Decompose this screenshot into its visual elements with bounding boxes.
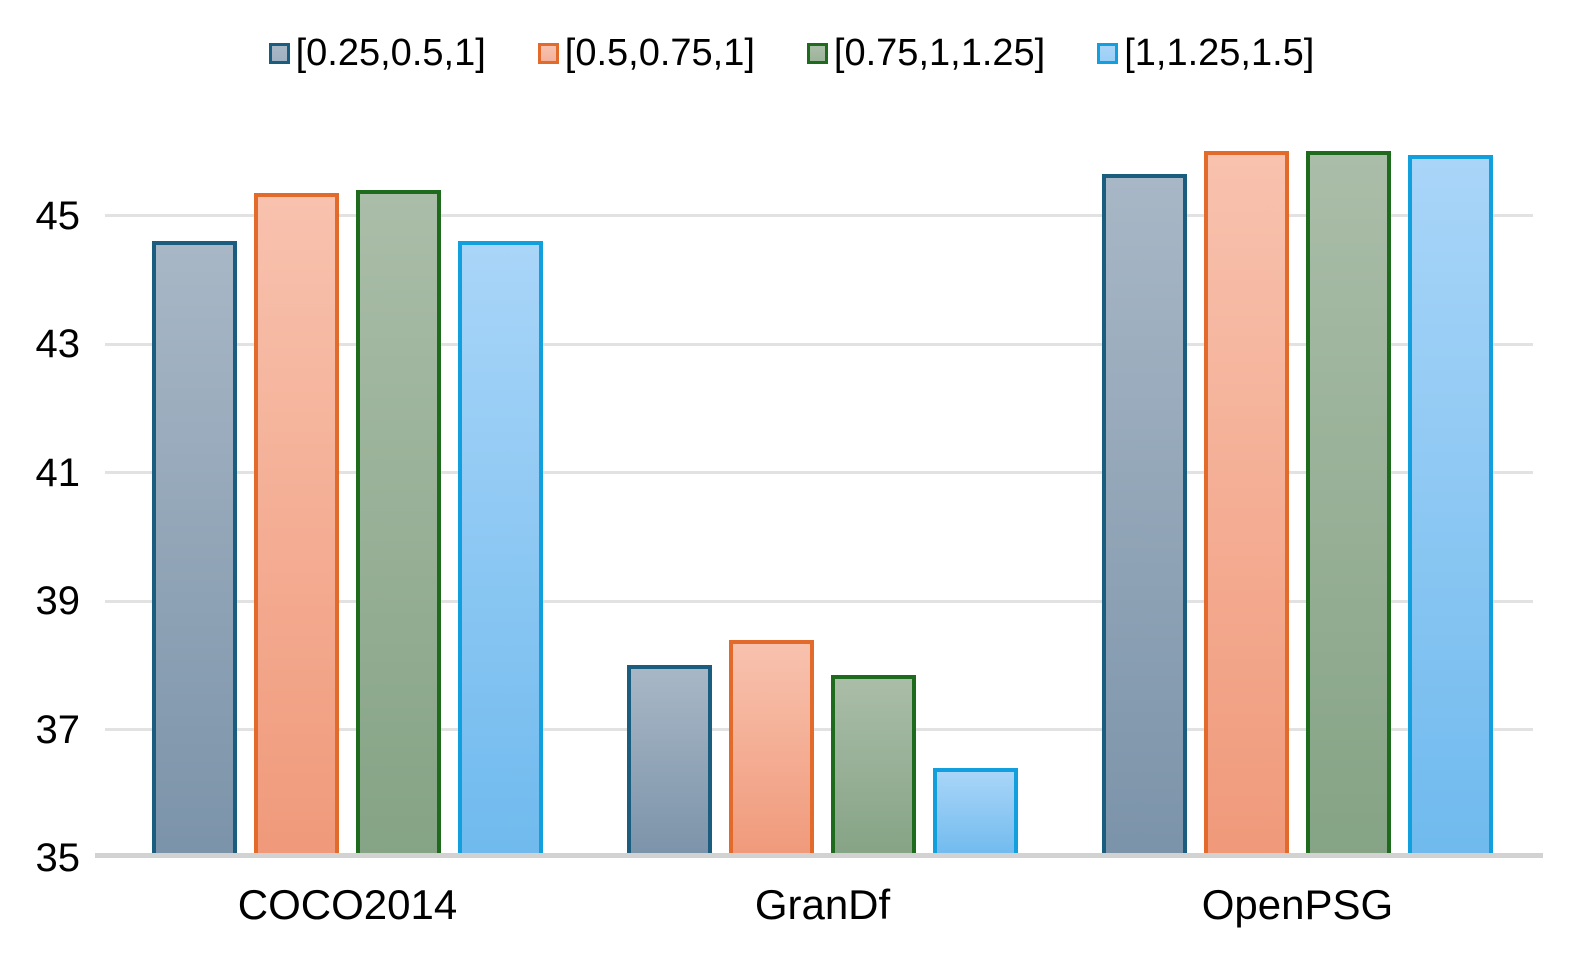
y-tick-label: 35 (35, 836, 81, 880)
y-tick-label: 37 (35, 707, 81, 752)
legend-label: [0.25,0.5,1] (295, 32, 486, 74)
bar-OpenPSG-series-3 (1408, 154, 1493, 858)
legend-label: [0.75,1,1.25] (833, 32, 1046, 74)
legend-swatch-icon (806, 42, 828, 64)
gridline (105, 599, 1533, 603)
bar-GranDf-series-1 (729, 639, 814, 858)
gridline (105, 471, 1533, 475)
legend-swatch-icon (537, 42, 559, 64)
bar-GranDf-series-2 (831, 674, 916, 858)
legend-item-2: [0.75,1,1.25] (806, 32, 1046, 74)
legend-label: [0.5,0.75,1] (564, 32, 755, 74)
legend-item-3: [1,1.25,1.5] (1097, 34, 1314, 72)
x-category-label: GranDf (754, 881, 891, 928)
bar-COCO2014-series-1 (254, 193, 339, 858)
bar-GranDf-series-3 (933, 768, 1018, 858)
gridline (105, 728, 1533, 732)
x-category-label: COCO2014 (237, 881, 458, 928)
legend-swatch-icon (268, 42, 290, 64)
bar-OpenPSG-series-0 (1102, 173, 1187, 858)
bar-OpenPSG-series-1 (1204, 151, 1289, 858)
x-axis-line (95, 853, 1543, 858)
x-category-label: OpenPSG (1201, 881, 1394, 928)
y-tick-label: 39 (35, 579, 81, 624)
y-tick-label: 45 (35, 193, 81, 238)
bar-GranDf-series-0 (627, 665, 712, 858)
legend-swatch-icon (1097, 42, 1119, 64)
chart-legend: [0.25,0.5,1] [0.5,0.75,1] [0.75,1,1.25] [1,… (0, 34, 1583, 72)
legend-item-0: [0.25,0.5,1] (268, 32, 486, 74)
gridline (105, 214, 1533, 218)
legend-label: [1,1.25,1.5] (1124, 32, 1315, 74)
bar-COCO2014-series-0 (152, 241, 237, 858)
y-tick-label: 41 (35, 450, 81, 495)
bar-COCO2014-series-3 (458, 241, 543, 858)
bar-OpenPSG-series-2 (1306, 151, 1391, 858)
gridline (105, 342, 1533, 346)
bar-COCO2014-series-2 (356, 189, 441, 858)
y-tick-label: 43 (35, 322, 81, 367)
legend-item-1: [0.5,0.75,1] (537, 32, 755, 74)
